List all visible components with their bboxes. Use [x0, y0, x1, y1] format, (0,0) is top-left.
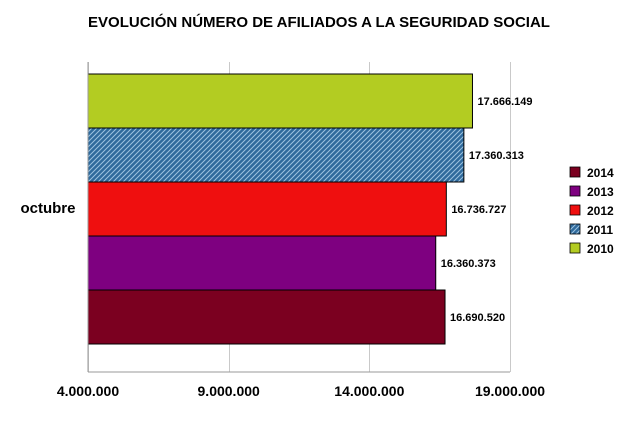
legend-label-2014: 2014 [587, 166, 614, 180]
x-axis: 4.000.000 9.000.000 14.000.000 19.000.000 [57, 62, 545, 399]
data-label-2010: 17.666.149 [477, 96, 532, 108]
chart-title: EVOLUCIÓN NÚMERO DE AFILIADOS A LA SEGUR… [88, 13, 550, 31]
bar-2012 [87, 181, 447, 237]
legend-swatch-2011 [569, 223, 581, 235]
legend-swatch-2014 [569, 166, 581, 178]
legend-label-2013: 2013 [587, 185, 614, 199]
x-tick-label-1: 9.000.000 [198, 383, 260, 399]
legend-label-2011: 2011 [587, 223, 613, 237]
bar-2014 [87, 289, 446, 345]
bar-2013 [87, 235, 437, 291]
legend-swatch-2012 [569, 204, 581, 216]
legend-label-2012: 2012 [587, 204, 614, 218]
data-label-2012: 16.736.727 [451, 204, 506, 216]
bar-2010 [87, 73, 473, 129]
data-label-2013: 16.360.373 [441, 258, 496, 270]
x-tick-label-3: 19.000.000 [475, 383, 545, 399]
bar-2011 [87, 127, 465, 183]
category-label: octubre [20, 200, 75, 217]
legend-swatch-2010 [569, 242, 581, 254]
data-labels: 16.690.520 16.360.373 16.736.727 17.360.313… [441, 96, 533, 324]
legend-swatch-2013 [569, 185, 581, 197]
data-label-2011: 17.360.313 [469, 150, 524, 162]
legend: 2014 2013 2012 2011 2010 [569, 166, 614, 256]
legend-label-2010: 2010 [587, 242, 614, 256]
x-tick-label-2: 14.000.000 [334, 383, 404, 399]
bars [87, 73, 473, 345]
x-tick-label-0: 4.000.000 [57, 383, 119, 399]
data-label-2014: 16.690.520 [450, 312, 505, 324]
